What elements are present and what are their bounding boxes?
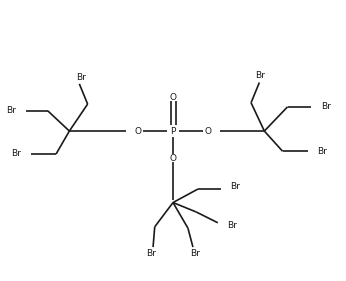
Text: O: O [204, 126, 211, 135]
Text: Br: Br [227, 221, 237, 230]
Text: Br: Br [318, 147, 327, 156]
Text: Br: Br [11, 149, 21, 158]
Text: Br: Br [6, 106, 16, 115]
Text: Br: Br [230, 182, 240, 191]
Text: O: O [170, 153, 176, 162]
Text: Br: Br [255, 71, 265, 80]
Text: O: O [170, 93, 176, 102]
Text: O: O [135, 126, 142, 135]
Text: Br: Br [146, 249, 156, 258]
Text: P: P [170, 126, 176, 135]
Text: Br: Br [321, 102, 331, 111]
Text: Br: Br [190, 249, 200, 258]
Text: Br: Br [76, 72, 86, 81]
